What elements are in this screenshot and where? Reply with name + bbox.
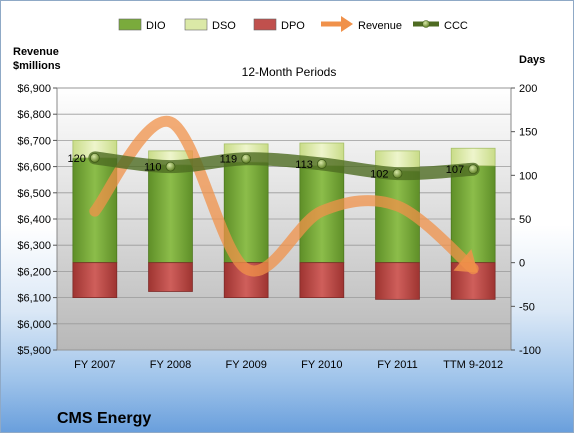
- left-axis-label-line1: Revenue: [13, 46, 59, 58]
- revenue-arrowhead: [453, 249, 478, 273]
- legend-label-ccc: CCC: [444, 20, 468, 32]
- legend-swatch-dio: [118, 18, 142, 31]
- ccc-data-label: 120: [67, 153, 85, 165]
- ccc-point: [392, 168, 403, 179]
- ccc-point: [241, 153, 252, 164]
- legend-label-dio: DIO: [146, 20, 166, 32]
- left-axis-label-line2: $millions: [13, 60, 61, 72]
- dpo-bar: [148, 262, 193, 292]
- company-name: CMS Energy: [57, 410, 151, 427]
- category-label: FY 2007: [74, 359, 115, 371]
- lines-group: 120 110 119 113 102 107: [67, 116, 480, 277]
- left-tick-label: $6,800: [17, 109, 51, 121]
- ccc-data-label: 107: [446, 164, 464, 176]
- left-tick-label: $6,600: [17, 162, 51, 174]
- legend-swatch-dpo: [253, 18, 277, 31]
- left-tick-label: $6,200: [17, 266, 51, 278]
- category-axis: FY 2007 FY 2008 FY 2009 FY 2010 FY 2011 TTM 9…: [74, 359, 503, 371]
- category-label: FY 2009: [225, 359, 266, 371]
- dio-bar: [148, 164, 193, 264]
- right-tick-label: 0: [519, 258, 525, 270]
- ccc-data-label: 119: [220, 154, 238, 166]
- right-axis-ticks: -100 -50 0 50 100 150 200: [511, 83, 541, 357]
- chart-title: 12-Month Periods: [242, 65, 337, 79]
- revenue-line: [89, 116, 479, 277]
- ccc-point: [89, 152, 100, 163]
- left-tick-label: $6,700: [17, 135, 51, 147]
- bars-group: [72, 139, 496, 300]
- dpo-bar: [299, 262, 345, 298]
- right-axis-label: Days: [519, 54, 545, 66]
- dpo-bar: [375, 262, 420, 300]
- left-tick-label: $5,900: [17, 345, 51, 357]
- legend-arrowhead-revenue: [341, 16, 353, 32]
- left-tick-label: $6,100: [17, 293, 51, 305]
- right-tick-label: 200: [519, 83, 537, 95]
- legend-dot-ccc: [422, 20, 430, 28]
- ccc-data-label: 113: [295, 159, 313, 171]
- category-label: FY 2008: [150, 359, 191, 371]
- ccc-line: [88, 151, 480, 181]
- category-label: FY 2010: [301, 359, 342, 371]
- legend-label-revenue: Revenue: [358, 20, 402, 32]
- ccc-data-label: 102: [370, 169, 388, 181]
- dpo-bar: [72, 262, 118, 298]
- category-label: FY 2011: [377, 359, 418, 371]
- left-tick-label: $6,500: [17, 188, 51, 200]
- ccc-point: [468, 164, 479, 175]
- ccc-point: [316, 159, 327, 169]
- legend-swatch-dso: [184, 18, 208, 31]
- right-tick-label: -50: [519, 301, 535, 313]
- ccc-point: [165, 161, 176, 172]
- left-axis-ticks: $5,900 $6,000 $6,100 $6,200 $6,300 $6,400 $6,5…: [17, 83, 57, 357]
- ccc-data-label: 110: [144, 162, 162, 174]
- legend: DIO DSO DPO Revenue CCC: [118, 16, 468, 32]
- dio-bar: [450, 165, 496, 264]
- right-tick-label: 150: [519, 127, 537, 139]
- legend-label-dso: DSO: [212, 20, 236, 32]
- left-tick-label: $6,400: [17, 214, 51, 226]
- left-tick-label: $6,300: [17, 240, 51, 252]
- left-tick-label: $6,900: [17, 83, 51, 95]
- right-tick-label: -100: [519, 345, 541, 357]
- category-label: TTM 9-2012: [443, 359, 503, 371]
- left-tick-label: $6,000: [17, 319, 51, 331]
- right-tick-label: 50: [519, 214, 531, 226]
- right-tick-label: 100: [519, 170, 537, 182]
- legend-label-dpo: DPO: [281, 20, 305, 32]
